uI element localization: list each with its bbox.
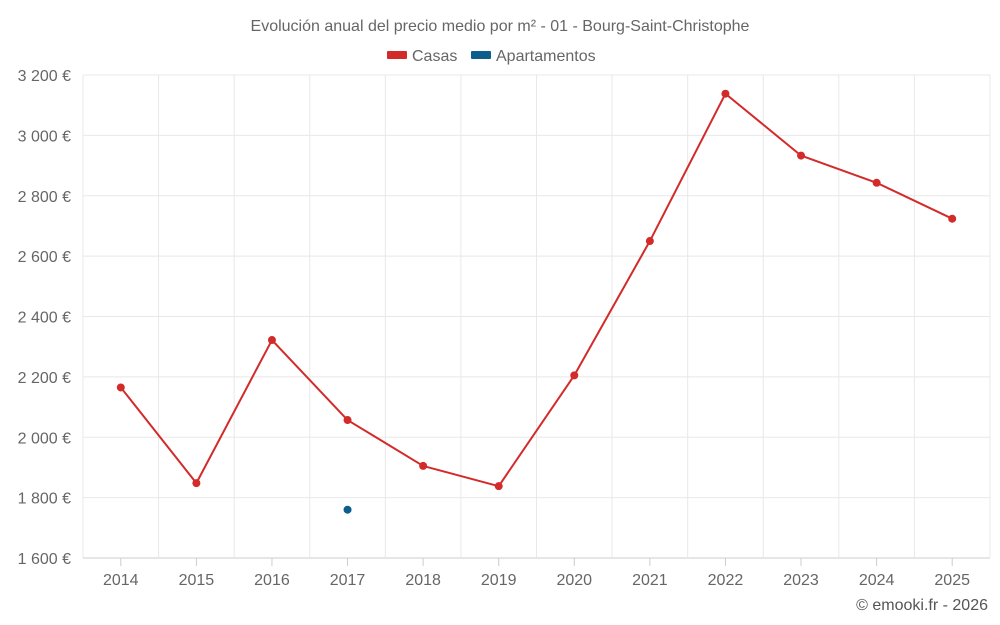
- x-tick-label: 2023: [783, 572, 819, 589]
- y-tick-label: 1 800 €: [18, 491, 71, 508]
- x-tick-label: 2022: [708, 572, 744, 589]
- data-point-apartamentos[interactable]: [343, 505, 352, 514]
- x-tick-label: 2020: [556, 572, 592, 589]
- y-tick-label: 3 200 €: [18, 68, 71, 85]
- y-tick-label: 2 600 €: [18, 249, 71, 266]
- data-point-casas[interactable]: [494, 482, 503, 491]
- x-tick-label: 2024: [859, 572, 895, 589]
- data-point-casas[interactable]: [948, 214, 957, 223]
- x-axis: 2014 2015 2016 2017 2018 2019 2020 2021 2022 2023…: [103, 558, 970, 589]
- legend-swatch-casas: [387, 51, 407, 59]
- data-point-casas[interactable]: [116, 383, 125, 392]
- legend-swatch-apartamentos: [471, 51, 491, 59]
- y-tick-label: 2 200 €: [18, 370, 71, 387]
- y-tick-label: 1 600 €: [18, 551, 71, 568]
- y-tick-label: 2 800 €: [18, 189, 71, 206]
- data-point-casas[interactable]: [570, 371, 579, 380]
- data-point-casas[interactable]: [872, 178, 881, 187]
- grid: [82, 74, 991, 559]
- x-tick-label: 2018: [405, 572, 441, 589]
- x-tick-label: 2019: [481, 572, 517, 589]
- x-tick-label: 2015: [179, 572, 215, 589]
- series-line-casas: [120, 92, 953, 488]
- y-tick-label: 2 400 €: [18, 310, 71, 327]
- legend: Casas Apartamentos: [387, 48, 596, 65]
- y-tick-label: 3 000 €: [18, 128, 71, 145]
- data-point-casas[interactable]: [419, 461, 428, 470]
- legend-label-casas: Casas: [412, 48, 457, 65]
- y-axis: 1 600 € 1 800 € 2 000 € 2 200 € 2 400 € 2 600…: [18, 68, 71, 568]
- x-tick-label: 2016: [254, 572, 290, 589]
- legend-item-apartamentos[interactable]: Apartamentos: [471, 48, 596, 65]
- data-point-casas[interactable]: [721, 89, 730, 98]
- data-point-casas[interactable]: [645, 237, 654, 246]
- legend-item-casas[interactable]: Casas: [387, 48, 457, 65]
- credit-text: © emooki.fr - 2026: [856, 597, 988, 614]
- series-layer: [116, 89, 957, 514]
- chart-title: Evolución anual del precio medio por m² …: [251, 18, 750, 35]
- x-tick-label: 2017: [330, 572, 366, 589]
- x-tick-label: 2021: [632, 572, 668, 589]
- data-point-casas[interactable]: [343, 416, 352, 425]
- y-tick-label: 2 000 €: [18, 430, 71, 447]
- data-point-casas[interactable]: [797, 151, 806, 160]
- data-point-casas[interactable]: [192, 479, 201, 488]
- x-tick-label: 2014: [103, 572, 139, 589]
- data-point-casas[interactable]: [267, 336, 276, 345]
- x-tick-label: 2025: [934, 572, 970, 589]
- legend-label-apartamentos: Apartamentos: [496, 48, 596, 65]
